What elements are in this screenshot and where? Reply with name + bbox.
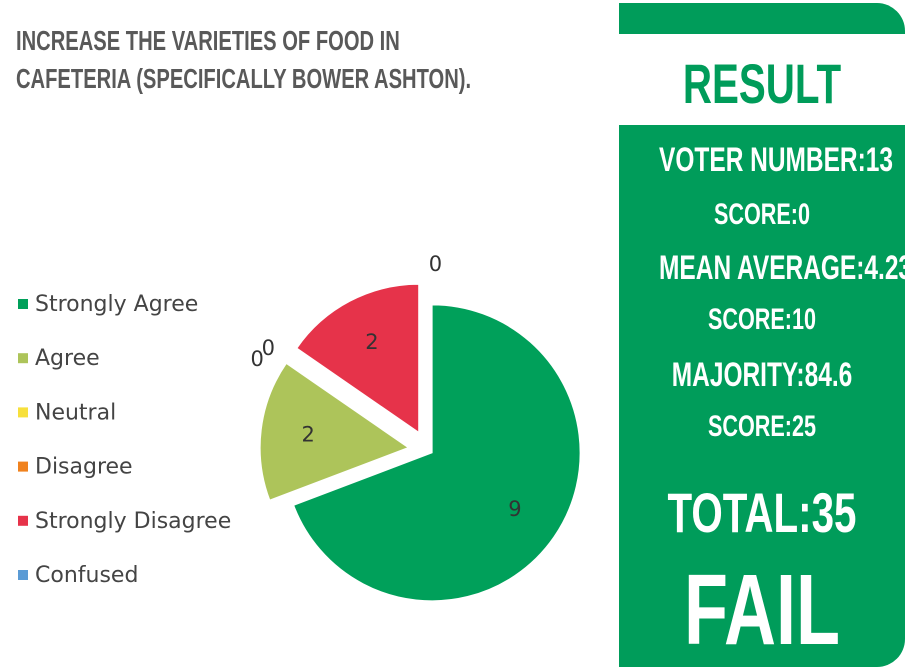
legend-swatch — [18, 515, 28, 526]
result-line: VOTER NUMBER:13 — [659, 141, 893, 179]
data-label: 2 — [302, 422, 315, 446]
result-line: SCORE:25 — [707, 410, 817, 443]
result-total: TOTAL:35 — [667, 481, 857, 544]
legend-label: Agree — [35, 346, 100, 371]
result-line: SCORE:10 — [707, 303, 817, 336]
legend-label: Strongly Disagree — [35, 509, 231, 534]
result-line: SCORE:0 — [713, 198, 811, 231]
panel-tab — [619, 3, 905, 34]
data-label: 9 — [508, 497, 521, 521]
result-line: MAJORITY:84.6 — [671, 356, 853, 394]
result-verdict: FAIL — [684, 554, 840, 666]
legend-swatch — [18, 353, 28, 364]
legend-label: Confused — [35, 563, 138, 588]
pie-slice — [259, 362, 410, 501]
data-label: 0 — [429, 252, 442, 276]
legend-swatch — [18, 299, 28, 309]
legend-label: Disagree — [35, 455, 133, 480]
legend-swatch — [18, 570, 28, 580]
legend-swatch — [18, 407, 28, 418]
pie-slice — [296, 283, 420, 434]
data-label: 0 — [250, 347, 263, 371]
chart-title: INCREASE THE VARIETIES OF FOOD IN CAFETE… — [16, 25, 472, 94]
data-label: 0 — [262, 336, 275, 360]
result-heading: RESULT — [682, 52, 842, 115]
result-panel — [619, 125, 905, 667]
pie-slice — [293, 304, 581, 602]
legend-label: Strongly Agree — [35, 292, 198, 317]
data-label: 2 — [365, 330, 378, 354]
legend-label: Neutral — [35, 400, 116, 425]
legend-swatch — [18, 461, 28, 472]
